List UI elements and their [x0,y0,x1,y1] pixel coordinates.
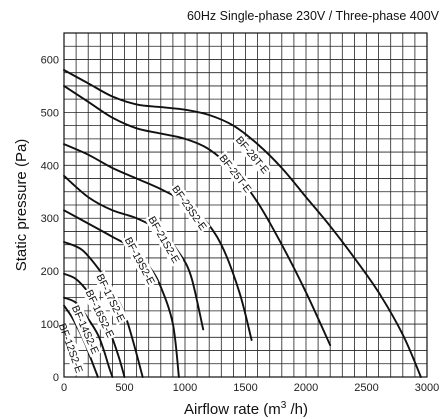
curve-label-background [215,150,256,197]
curve-label-background [144,212,184,267]
y-tick-label: 0 [53,372,59,384]
curves [63,69,422,378]
x-tick-label: 3000 [415,382,439,394]
curve-label-bf-19s2-e: BF-19S2-E [121,233,159,289]
y-tick-label: 500 [41,107,59,119]
curve-label-background [55,320,87,377]
curve-label-text: BF-23S2-E [169,183,209,232]
x-axis-label-suffix: /h) [286,401,308,418]
curve-label-background [92,270,129,326]
curve-label-bf-21s2-e: BF-21S2-E [144,212,184,267]
curve-bf-25t-e [63,84,332,347]
y-tick-label: 200 [41,266,59,278]
x-axis-label-sup: 3 [281,400,287,411]
x-tick-label: 0 [61,382,67,394]
y-tick-label: 400 [41,160,59,172]
y-tick-label: 600 [41,54,59,66]
x-axis-label: Airflow rate (m3 /h) [184,400,308,418]
curve-label-background [68,301,103,358]
x-tick-label: 2000 [294,382,318,394]
y-tick-label: 300 [41,213,59,225]
chart-title: 60Hz Single-phase 230V / Three-phase 400… [187,9,440,23]
x-tick-label: 1000 [173,382,197,394]
curve-label-bf-23s2-e: BF-23S2-E [168,181,211,235]
y-tick-label: 100 [41,319,59,331]
curve-label-background [168,181,211,235]
curve-bf-14s2-e [63,296,114,378]
curve-label-background [81,286,118,342]
grid [64,33,427,377]
x-axis-label-main: Airflow rate (m [184,401,281,418]
curve-label-text: BF-19S2-E [122,235,157,286]
plot-frame [63,32,428,378]
curve-label-background [232,132,273,178]
y-axis-label: Static pressure (Pa) [13,139,30,272]
x-tick-label: 1500 [233,382,257,394]
x-tick-label: 500 [115,382,133,394]
curve-label-background [121,233,159,289]
x-tick-label: 2500 [354,382,378,394]
tick-labels: 0 500 1000 1500 2000 2500 3000 0 100 200 300 400 500… [41,54,440,394]
curve-bf-28t-e [63,69,422,378]
